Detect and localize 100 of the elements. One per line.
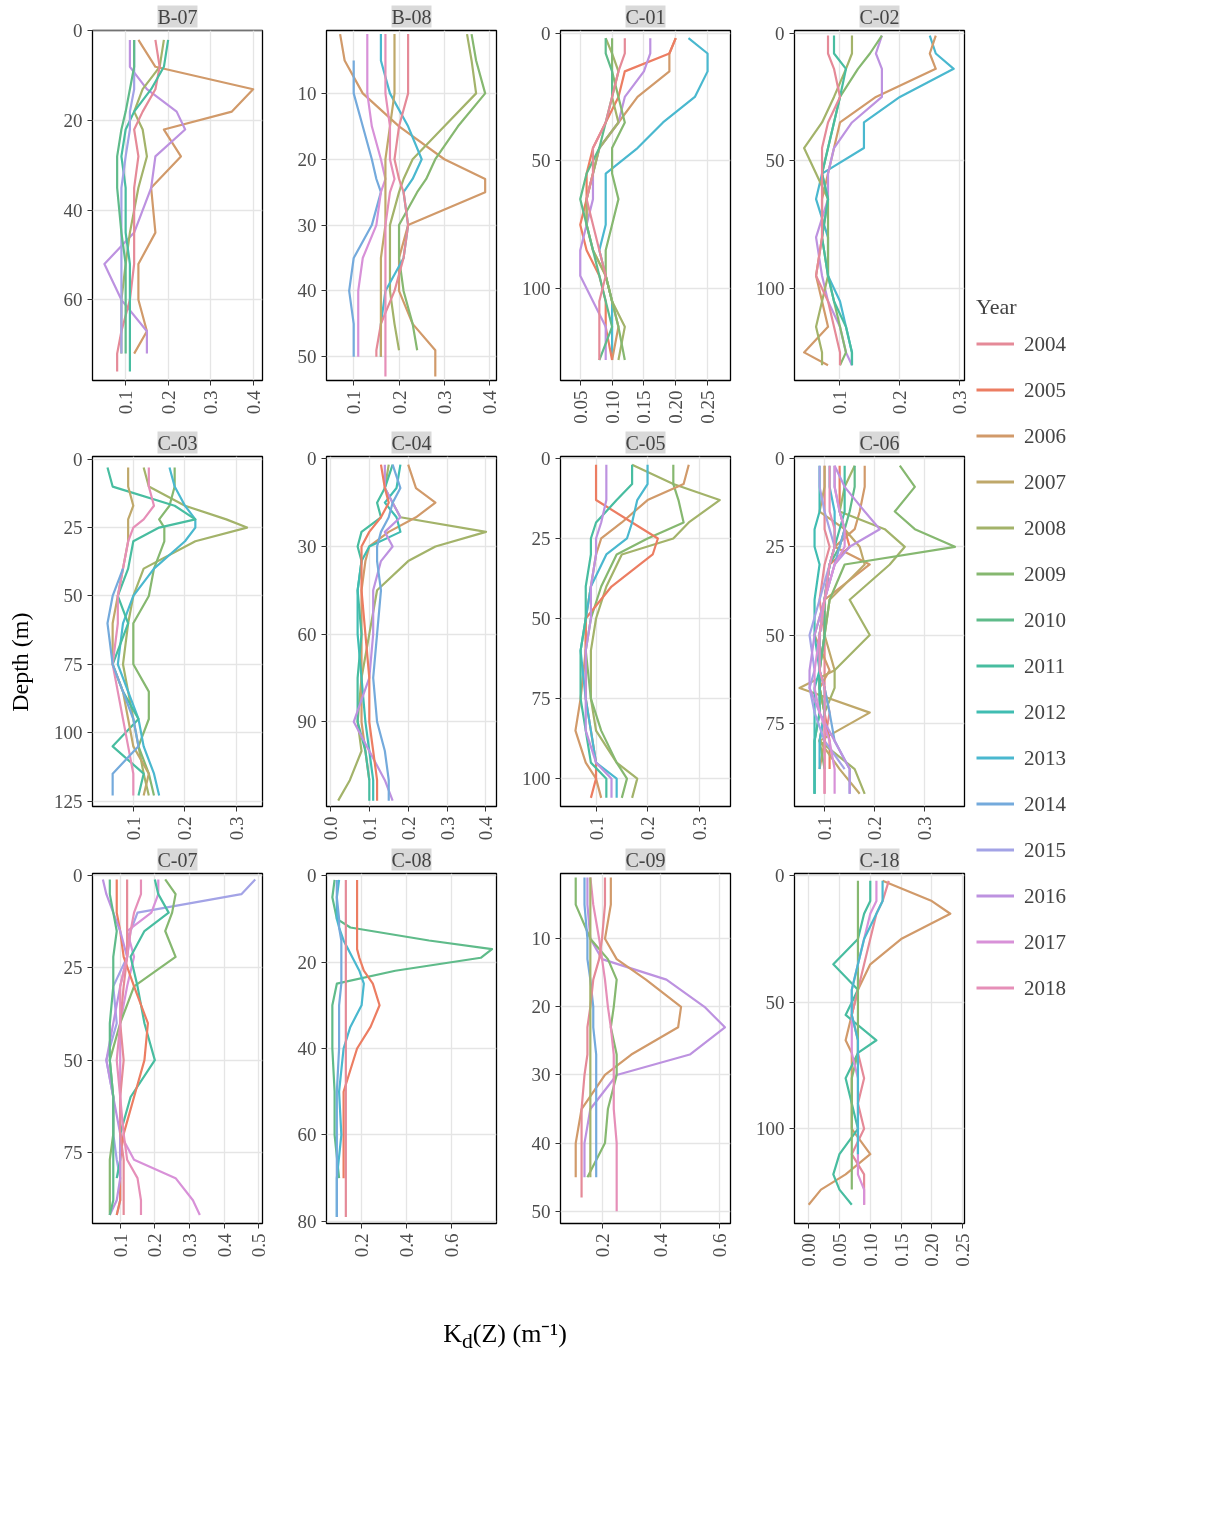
y-tick-label: 50 [765,991,785,1013]
x-tick-label: 0.1 [585,816,607,841]
y-tick-label: 80 [297,1210,317,1232]
x-tick-label: 0.4 [650,1233,672,1258]
legend-label: 2016 [1024,882,1066,909]
y-tick-label: 25 [63,517,83,539]
x-tick-label: 0.4 [242,390,264,415]
y-tick-label: 50 [765,624,785,646]
chart-title: C-04 [391,431,432,454]
x-tick-label: 0.3 [436,816,458,841]
y-tick-label: 75 [531,688,551,710]
chart-title: C-03 [157,431,198,454]
y-tick-label: 40 [531,1132,551,1154]
y-tick-label: 10 [531,928,551,950]
x-tick-label: 0.2 [351,1233,373,1258]
x-tick-label: 0.1 [829,390,851,415]
y-tick-label: 75 [765,712,785,734]
legend-title: Year [976,293,1018,320]
x-tick-label: 0.10 [601,390,623,424]
x-tick-label: 0.05 [828,1233,850,1267]
chart-title: C-09 [625,848,666,871]
legend-label: 2006 [1024,422,1066,449]
x-tick-label: 0.1 [358,816,380,841]
x-tick-label: 0.20 [665,390,687,424]
y-tick-label: 0 [73,448,83,470]
y-tick-label: 0 [73,20,83,42]
y-axis-title: Depth (m) [5,611,34,714]
y-tick-label: 90 [297,711,317,733]
legend-label: 2005 [1024,376,1066,403]
x-tick-label: 0.2 [397,816,419,841]
x-tick-label: 0.3 [178,1233,200,1258]
x-tick-label: 0.2 [174,816,196,841]
y-tick-label: 50 [63,1049,83,1071]
y-tick-label: 10 [297,82,317,104]
x-tick-label: 0.1 [115,390,137,415]
legend-label: 2010 [1024,606,1066,633]
y-tick-label: 25 [63,957,83,979]
x-tick-label: 0.2 [157,390,179,415]
x-tick-label: 0.3 [949,390,971,415]
y-tick-label: 20 [297,951,317,973]
x-tick-label: 0.6 [441,1233,463,1258]
y-tick-label: 100 [522,278,551,300]
x-tick-label: 0.05 [569,390,591,424]
x-tick-label: 0.4 [213,1233,235,1258]
y-tick-label: 50 [531,1200,551,1222]
y-tick-label: 0 [307,448,317,470]
x-tick-label: 0.5 [248,1233,270,1258]
y-tick-label: 0 [775,865,785,887]
y-tick-label: 50 [765,150,785,172]
x-tick-label: 0.4 [475,816,497,841]
x-tick-label: 0.25 [697,390,719,424]
x-tick-label: 0.00 [798,1233,820,1267]
y-tick-label: 60 [297,623,317,645]
y-tick-label: 25 [765,536,785,558]
x-axis-title: K$_{d}$(Z) (m⁻¹) [442,1318,568,1356]
chart-title: C-02 [859,5,900,28]
x-tick-label: 0.15 [890,1233,912,1267]
y-tick-label: 60 [63,289,83,311]
legend-label: 2011 [1024,652,1066,679]
x-tick-label: 0.1 [814,816,836,841]
y-tick-label: 25 [531,527,551,549]
chart-title: C-01 [625,5,666,28]
legend-label: 2018 [1024,974,1066,1001]
legend-label: 2014 [1024,790,1066,817]
x-tick-label: 0.3 [914,816,936,841]
chart-title: C-06 [859,431,900,454]
y-tick-label: 100 [756,278,785,300]
y-tick-label: 20 [531,996,551,1018]
x-tick-label: 0.20 [921,1233,943,1267]
legend-label: 2008 [1024,514,1066,541]
x-tick-label: 0.2 [864,816,886,841]
y-tick-label: 20 [297,148,317,170]
chart-title: C-08 [391,848,432,871]
x-tick-label: 0.2 [591,1233,613,1258]
x-tick-label: 0.1 [109,1233,131,1258]
legend-label: 2017 [1024,928,1066,955]
x-tick-label: 0.1 [343,390,365,415]
y-tick-label: 50 [531,608,551,630]
y-tick-label: 75 [63,1141,83,1163]
chart-title: C-18 [859,848,900,871]
y-tick-label: 100 [756,1118,785,1140]
legend-label: 2013 [1024,744,1066,771]
x-tick-label: 0.0 [319,816,341,841]
x-tick-label: 0.6 [708,1233,730,1258]
x-tick-label: 0.10 [859,1233,881,1267]
x-tick-label: 0.3 [688,816,710,841]
y-tick-label: 30 [531,1064,551,1086]
y-tick-label: 30 [297,535,317,557]
y-tick-label: 40 [63,199,83,221]
x-tick-label: 0.2 [637,816,659,841]
y-tick-label: 100 [54,722,83,744]
y-tick-label: 100 [522,768,551,790]
x-tick-label: 0.15 [633,390,655,424]
y-tick-label: 0 [307,865,317,887]
legend-label: 2009 [1024,560,1066,587]
x-tick-label: 0.4 [479,390,501,415]
chart-title: B-08 [391,5,432,28]
x-tick-label: 0.2 [144,1233,166,1258]
y-tick-label: 0 [775,22,785,44]
y-tick-label: 40 [297,1038,317,1059]
